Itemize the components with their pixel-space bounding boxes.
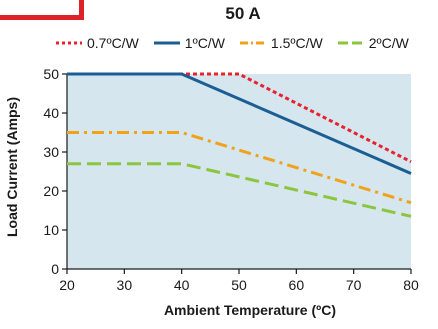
x-axis-label: Ambient Temperature (ºC): [163, 302, 337, 318]
chart-title: 50 A: [225, 4, 261, 23]
y-tick-label: 0: [51, 261, 59, 277]
x-tick-label: 20: [59, 277, 75, 293]
y-tick-label: 10: [43, 222, 59, 238]
x-tick-label: 70: [346, 277, 362, 293]
legend-swatch: [239, 41, 266, 45]
corner-mark: [0, 0, 84, 20]
y-tick-label: 20: [43, 183, 59, 199]
legend-swatch: [56, 41, 82, 45]
y-tick-label: 30: [43, 144, 59, 160]
legend-label: 1.5ºC/W: [270, 35, 323, 51]
y-tick-label: 50: [43, 66, 59, 82]
legend-label: 0.7ºC/W: [87, 35, 139, 51]
x-tick-label: 40: [174, 277, 190, 293]
plot-area: [67, 74, 411, 269]
legend-swatch: [337, 41, 364, 45]
series-line-4: [67, 162, 412, 218]
legend-item: 1.5ºC/W: [239, 35, 323, 51]
x-tick-label: 50: [231, 277, 247, 293]
legend-item: 1ºC/W: [153, 35, 225, 51]
series-line-2: [67, 72, 412, 175]
legend-item: 2ºC/W: [337, 35, 409, 51]
y-tick-label: 40: [43, 105, 59, 121]
legend-item: 0.7ºC/W: [55, 35, 139, 51]
legend-label: 2ºC/W: [368, 35, 409, 51]
legend-swatch: [153, 41, 180, 45]
legend: 0.7ºC/W 1ºC/W 1.5ºC/W 2ºC/W: [55, 35, 438, 51]
x-tick-label: 80: [403, 277, 419, 293]
legend-label: 1ºC/W: [184, 35, 225, 51]
x-tick-label: 60: [289, 277, 305, 293]
x-tick-label: 30: [117, 277, 133, 293]
